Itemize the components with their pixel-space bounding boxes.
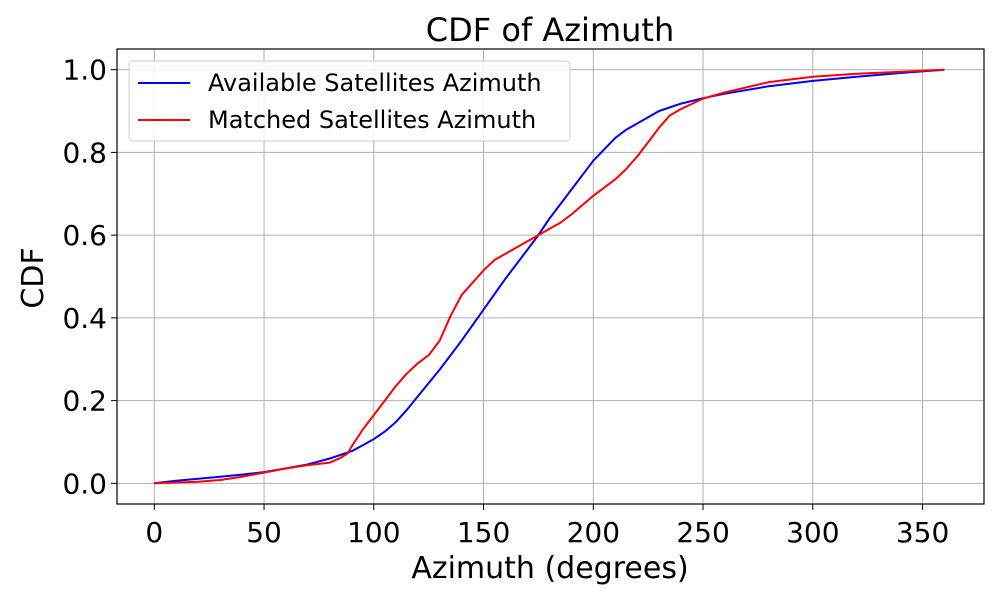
y-tick-label: 0.6 bbox=[62, 219, 107, 252]
series-line-matched bbox=[154, 68, 945, 485]
y-tick-label: 0.4 bbox=[62, 302, 107, 335]
legend-entry: Matched Satellites Azimuth bbox=[208, 106, 536, 134]
y-tick-label: 0.0 bbox=[62, 467, 107, 500]
y-tick-label: 0.2 bbox=[62, 385, 107, 418]
y-tick-label: 0.8 bbox=[62, 136, 107, 169]
x-tick-label: 350 bbox=[896, 516, 949, 549]
y-tick-label: 1.0 bbox=[62, 54, 107, 87]
legend-box bbox=[128, 60, 571, 142]
x-tick-label: 50 bbox=[246, 516, 282, 549]
y-axis-label: CDF bbox=[16, 247, 51, 308]
x-tick-label: 0 bbox=[145, 516, 163, 549]
ticks: 0 50 100 150 200 250 300 350 0.0 0.2 0.4 0.6 0.8 1.0 bbox=[62, 54, 949, 549]
x-axis-label: Azimuth (degrees) bbox=[411, 551, 688, 586]
x-tick-label: 250 bbox=[676, 516, 729, 549]
series-layer bbox=[154, 68, 945, 485]
x-tick-label: 300 bbox=[786, 516, 839, 549]
plot-frame bbox=[116, 48, 985, 505]
x-tick-label: 200 bbox=[567, 516, 620, 549]
legend-entry: Available Satellites Azimuth bbox=[208, 69, 542, 97]
legend: Available Satellites Azimuth Matched Sate… bbox=[128, 60, 571, 142]
x-tick-label: 100 bbox=[347, 516, 400, 549]
x-tick-label: 150 bbox=[457, 516, 510, 549]
chart-title: CDF of Azimuth bbox=[426, 11, 674, 49]
